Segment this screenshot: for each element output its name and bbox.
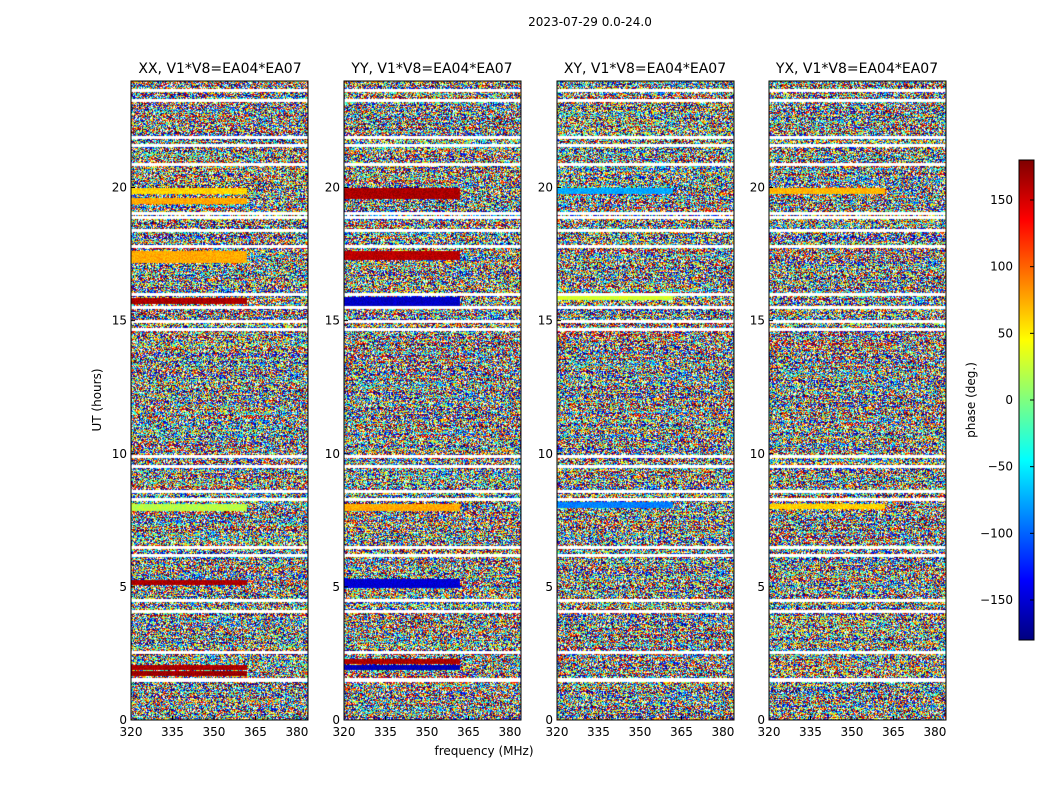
panel-title-xy: XY, V1*V8=EA04*EA07 <box>564 61 726 77</box>
x-tick-label: 320 <box>333 725 356 739</box>
y-tick-label: 0 <box>757 713 765 727</box>
x-tick-label: 320 <box>546 725 569 739</box>
x-tick-label: 380 <box>498 725 521 739</box>
y-tick-label: 5 <box>332 580 340 594</box>
waterfall-xx <box>131 81 308 720</box>
x-tick-label: 365 <box>670 725 693 739</box>
x-tick-label: 350 <box>416 725 439 739</box>
x-axis-label: frequency (MHz) <box>434 744 533 758</box>
axes-frame-yx <box>768 80 947 721</box>
x-tick-label: 320 <box>120 725 143 739</box>
waterfall-xy <box>557 81 734 720</box>
axes-frame-xx <box>130 80 309 721</box>
x-tick-label: 335 <box>374 725 397 739</box>
colorbar-label: phase (deg.) <box>964 362 978 438</box>
y-tick-label: 20 <box>325 181 340 195</box>
colorbar-tick-label: −100 <box>980 526 1013 540</box>
x-tick-label: 380 <box>711 725 734 739</box>
colorbar-tick-label: 50 <box>998 326 1013 340</box>
y-tick-label: 20 <box>112 181 127 195</box>
y-tick-label: 15 <box>325 314 340 328</box>
y-tick-label: 5 <box>757 580 765 594</box>
y-tick-label: 5 <box>545 580 553 594</box>
colorbar-tick-label: −50 <box>988 460 1013 474</box>
waterfall-yy <box>344 81 521 720</box>
colorbar-tick-label: 100 <box>990 260 1013 274</box>
x-tick-label: 380 <box>923 725 946 739</box>
axes-frame-yy <box>343 80 522 721</box>
y-tick-label: 10 <box>325 447 340 461</box>
x-tick-label: 365 <box>244 725 267 739</box>
x-tick-label: 320 <box>758 725 781 739</box>
colorbar-ticks: 150 100 50 0 −50 −100 −150 <box>980 193 1034 607</box>
panel-title-yx: YX, V1*V8=EA04*EA07 <box>775 61 938 77</box>
axes-frame-xy <box>556 80 735 721</box>
x-tick-label: 335 <box>587 725 610 739</box>
waterfall-yx <box>769 81 946 720</box>
y-tick-label: 20 <box>750 181 765 195</box>
colorbar: 150 100 50 0 −50 −100 −150 phase (deg.) <box>964 159 1035 641</box>
y-tick-label: 10 <box>750 447 765 461</box>
panel-title-yy: YY, V1*V8=EA04*EA07 <box>350 61 512 77</box>
x-tick-label: 335 <box>161 725 184 739</box>
y-tick-label: 5 <box>119 580 127 594</box>
y-tick-label: 15 <box>750 314 765 328</box>
panel-yx: YX, V1*V8=EA04*EA07 <box>768 61 947 721</box>
panel-title-xx: XX, V1*V8=EA04*EA07 <box>138 61 301 77</box>
x-tick-label: 335 <box>799 725 822 739</box>
x-tick-label: 350 <box>841 725 864 739</box>
colorbar-tick-label: −150 <box>980 593 1013 607</box>
panel-xx: XX, V1*V8=EA04*EA07 <box>130 61 309 721</box>
y-tick-label: 15 <box>538 314 553 328</box>
y-tick-label: 10 <box>538 447 553 461</box>
colorbar-tick-label: 150 <box>990 193 1013 207</box>
colorbar-tick-label: 0 <box>1005 393 1013 407</box>
y-tick-label: 10 <box>112 447 127 461</box>
y-axis-label: UT (hours) <box>90 368 104 431</box>
y-tick-label: 0 <box>332 713 340 727</box>
y-tick-label: 15 <box>112 314 127 328</box>
x-tick-label: 380 <box>285 725 308 739</box>
panel-xy: XY, V1*V8=EA04*EA07 <box>556 61 735 721</box>
x-tick-label: 350 <box>629 725 652 739</box>
panel-yy: YY, V1*V8=EA04*EA07 <box>343 61 522 721</box>
x-tick-label: 350 <box>203 725 226 739</box>
x-tick-label: 365 <box>457 725 480 739</box>
y-tick-label: 0 <box>119 713 127 727</box>
figure-suptitle: 2023-07-29 0.0-24.0 <box>528 15 652 29</box>
y-tick-label: 20 <box>538 181 553 195</box>
x-tick-label: 365 <box>882 725 905 739</box>
y-tick-label: 0 <box>545 713 553 727</box>
axis-ticks: 320 335 350 365 380 0 5 10 15 20 320 335 350 365 380 0 5… <box>112 181 947 740</box>
